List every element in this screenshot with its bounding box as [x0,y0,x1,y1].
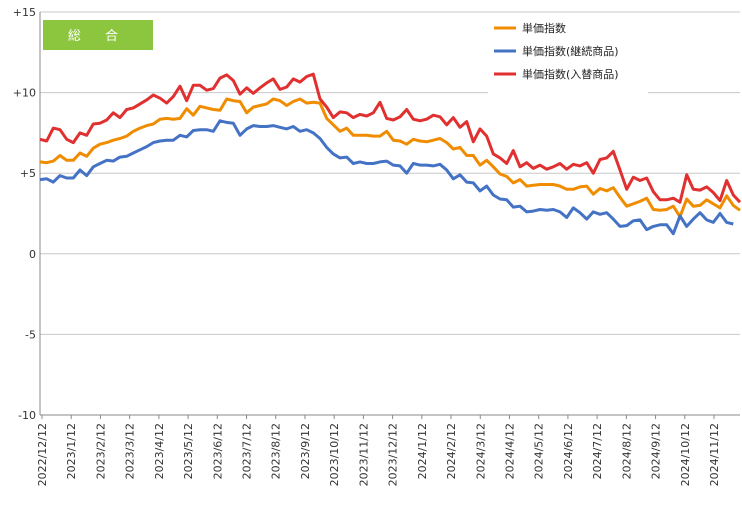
x-tick-labels: 2022/12/12 2023/1/12 2023/2/12 2023/3/12 202… [36,415,721,486]
series-line-3 [39,72,742,204]
x-tick-label: 2023/6/12 [211,423,224,479]
x-tick-label: 2024/2/12 [445,423,458,479]
x-tick-label: 2024/10/12 [679,423,692,486]
x-tick-label: 2023/9/12 [299,423,312,479]
x-tick-label: 2024/3/12 [474,423,487,479]
x-tick-label: 2024/11/12 [708,423,721,486]
y-tick-label: -10 [18,409,36,422]
y-tick-label: +15 [13,6,36,19]
title-badge: 総 合 [43,20,153,50]
x-tick-label: 2023/3/12 [124,423,137,479]
x-tick-label: 2024/8/12 [620,423,633,479]
title-badge-background [43,20,153,50]
x-tick-label: 2024/6/12 [562,423,575,479]
x-tick-label: 2023/5/12 [182,423,195,479]
x-tick-label: 2024/9/12 [650,423,663,479]
series-line-1 [39,97,741,219]
y-tick-label: +10 [13,87,36,100]
axes [39,12,740,416]
chart-title: 総 合 [68,29,128,44]
x-tick-label: 2023/2/12 [94,423,107,479]
legend-label: 単価指数 [522,21,566,35]
x-tick-label: 2023/10/12 [328,423,341,486]
x-tick-label: 2023/11/12 [357,423,370,486]
y-tick-label: -5 [25,328,36,341]
x-tick-label: 2023/8/12 [270,423,283,479]
y-tick-label: 0 [29,248,36,261]
x-tick-label: 2022/12/12 [36,423,49,486]
legend-label: 単価指数(継続商品) [522,44,619,58]
x-tick-label: 2023/12/12 [387,423,400,486]
x-tick-label: 2023/4/12 [153,423,166,479]
series-lines [39,72,742,236]
x-tick-label: 2024/1/12 [416,423,429,479]
legend-label: 単価指数(入替商品) [522,67,619,81]
x-tick-label: 2023/1/12 [65,423,78,479]
y-tick-label: +5 [20,167,36,180]
x-tick-label: 2024/7/12 [591,423,604,479]
x-tick-label: 2023/7/12 [241,423,254,479]
series-line-2 [39,119,734,236]
x-tick-label: 2024/5/12 [533,423,546,479]
y-tick-labels: -10 -5 0 +5 +10 +15 [13,6,36,422]
x-tick-label: 2024/4/12 [503,423,516,479]
